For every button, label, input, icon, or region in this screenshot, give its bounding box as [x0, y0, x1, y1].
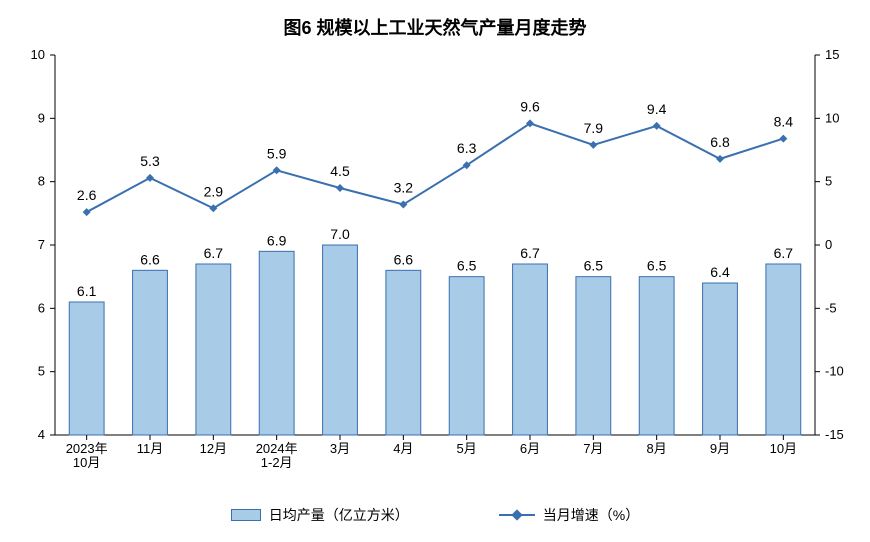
x-tick-label: 1-2月 — [261, 455, 293, 470]
bar — [133, 270, 168, 435]
x-tick-label: 4月 — [393, 441, 413, 456]
growth-line — [87, 123, 784, 212]
bar-value-label: 6.7 — [520, 245, 540, 261]
bar-value-label: 6.9 — [267, 232, 287, 248]
bar — [386, 270, 421, 435]
bar-value-label: 6.1 — [77, 283, 97, 299]
x-tick-label: 10月 — [770, 441, 797, 456]
yleft-tick: 6 — [38, 300, 45, 315]
legend-bar-item: 日均产量（亿立方米） — [231, 505, 409, 525]
x-tick-label: 12月 — [200, 441, 227, 456]
line-value-label: 6.3 — [457, 140, 477, 156]
legend-line-item: 当月增速（%） — [499, 505, 639, 525]
yleft-tick: 5 — [38, 364, 45, 379]
bar-value-label: 6.4 — [710, 264, 730, 280]
chart-area: 4 5 6 7 8 9 10 -15 -10 -5 0 5 10 15 6.1 6.6 6.7 6.9 7.0 6.6… — [0, 0, 870, 500]
yleft-tick: 8 — [38, 174, 45, 189]
bar — [323, 245, 358, 435]
bar-value-label: 6.7 — [204, 245, 224, 261]
x-tick-label: 10月 — [73, 455, 100, 470]
bar — [259, 251, 294, 435]
bar — [639, 277, 674, 435]
yright-tick: 15 — [825, 47, 839, 62]
x-tick-label: 2024年 — [256, 441, 298, 456]
line-marker — [716, 155, 724, 163]
line-value-label: 2.9 — [204, 183, 224, 199]
legend-bar-label: 日均产量（亿立方米） — [269, 505, 409, 525]
line-value-label: 3.2 — [394, 179, 414, 195]
line-value-label: 5.9 — [267, 145, 287, 161]
yleft-tick: 10 — [31, 47, 45, 62]
line-marker — [146, 174, 154, 182]
yleft-tick: 7 — [38, 237, 45, 252]
x-tick-label: 3月 — [330, 441, 350, 456]
line-marker — [83, 208, 91, 216]
line-value-label: 7.9 — [584, 120, 604, 136]
bar-value-label: 7.0 — [330, 226, 350, 242]
x-tick-label: 11月 — [137, 441, 164, 456]
line-value-label: 4.5 — [330, 163, 350, 179]
x-tick-label: 7月 — [583, 441, 603, 456]
line-value-label: 5.3 — [140, 153, 160, 169]
legend: 日均产量（亿立方米） 当月增速（%） — [0, 505, 870, 525]
bar-value-label: 6.5 — [584, 258, 604, 274]
bar — [69, 302, 104, 435]
yright-tick: -10 — [825, 364, 844, 379]
yleft-tick: 4 — [38, 427, 45, 442]
bar-value-label: 6.5 — [647, 258, 667, 274]
line-value-label: 9.6 — [520, 98, 540, 114]
legend-line-label: 当月增速（%） — [543, 505, 639, 525]
bar — [196, 264, 231, 435]
yright-tick: -15 — [825, 427, 844, 442]
bar — [513, 264, 548, 435]
bar-value-label: 6.6 — [140, 251, 160, 267]
line-value-label: 2.6 — [77, 187, 97, 203]
line-marker — [589, 141, 597, 149]
line-marker — [779, 135, 787, 143]
x-tick-label: 6月 — [520, 441, 540, 456]
bar-value-label: 6.7 — [774, 245, 794, 261]
bar — [576, 277, 611, 435]
line-marker — [653, 122, 661, 130]
legend-bar-swatch — [231, 509, 261, 521]
line-marker — [336, 184, 344, 192]
x-tick-label: 9月 — [710, 441, 730, 456]
yright-tick: 10 — [825, 110, 839, 125]
bar — [703, 283, 738, 435]
x-tick-label: 5月 — [457, 441, 477, 456]
yright-tick: 5 — [825, 174, 832, 189]
chart-svg: 4 5 6 7 8 9 10 -15 -10 -5 0 5 10 15 6.1 6.6 6.7 6.9 7.0 6.6… — [0, 0, 870, 500]
bar — [766, 264, 801, 435]
yleft-tick: 9 — [38, 110, 45, 125]
legend-line-swatch — [499, 514, 535, 516]
line-value-label: 6.8 — [710, 134, 730, 150]
bar-value-label: 6.6 — [394, 251, 414, 267]
yright-tick: 0 — [825, 237, 832, 252]
x-tick-label: 2023年 — [66, 441, 108, 456]
yright-tick: -5 — [825, 300, 837, 315]
bar — [449, 277, 484, 435]
line-value-label: 9.4 — [647, 101, 667, 117]
x-tick-label: 8月 — [647, 441, 667, 456]
bar-value-label: 6.5 — [457, 258, 477, 274]
line-value-label: 8.4 — [774, 114, 794, 130]
